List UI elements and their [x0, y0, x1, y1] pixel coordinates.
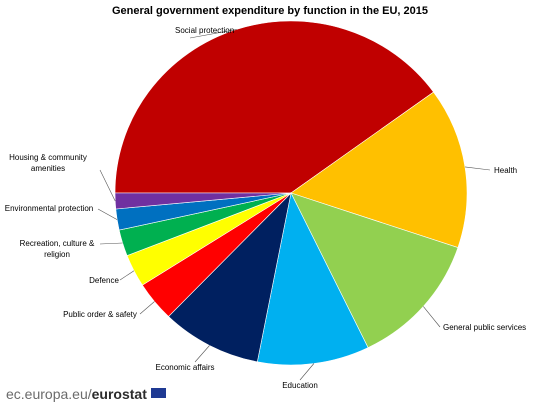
leader-line	[299, 363, 315, 381]
slice-label: Housing & community amenities	[9, 153, 87, 173]
pie-slice-social-protection	[114, 20, 434, 194]
slice-label: Social protection	[175, 26, 234, 35]
leader-line	[194, 345, 210, 363]
leader-line	[189, 29, 237, 39]
slice-label: General public services	[443, 323, 526, 332]
pie-slice-economic-affairs	[168, 192, 292, 363]
chart-title: General government expenditure by functi…	[112, 5, 428, 17]
leader-line	[464, 166, 491, 171]
slice-label: Education	[282, 381, 318, 390]
source-footer: ec.europa.eu/eurostat	[6, 386, 147, 402]
pie-slice-education	[256, 192, 369, 366]
footer-brand: eurostat	[91, 386, 147, 402]
pie-slice-health	[290, 91, 468, 248]
leader-line	[119, 270, 135, 281]
slice-label: Recreation, culture & religion	[20, 239, 95, 259]
leader-line	[99, 169, 116, 202]
footer-domain: ec.europa.eu/	[6, 386, 92, 402]
slice-label: Environmental protection	[5, 204, 94, 213]
leader-line	[139, 301, 155, 315]
slice-label: Health	[494, 166, 517, 175]
slice-label: Defence	[89, 276, 119, 285]
leader-line	[99, 242, 123, 245]
leader-line	[97, 208, 118, 220]
slice-label: Public order & safety	[63, 310, 137, 319]
slice-label: Economic affairs	[156, 363, 215, 372]
leader-line	[423, 306, 441, 328]
eu-flag-icon	[151, 388, 166, 398]
pie-slice-housing-community-amenities	[114, 192, 292, 210]
pie-slice-general-public-services	[290, 192, 459, 349]
